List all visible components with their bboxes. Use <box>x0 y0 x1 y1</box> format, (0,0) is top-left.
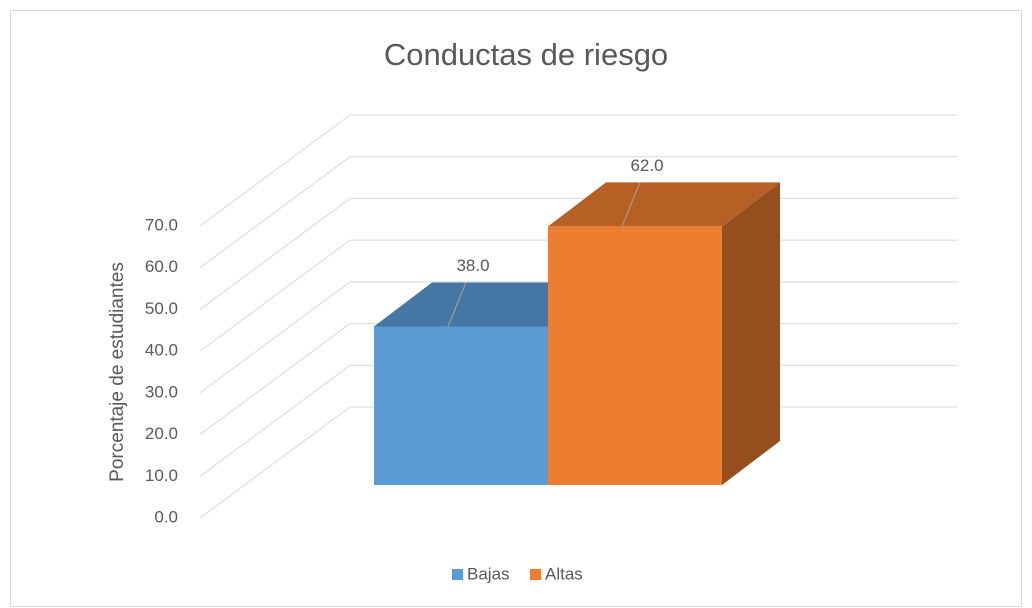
bar-side <box>722 182 780 485</box>
y-tick-label: 10.0 <box>145 466 178 485</box>
grid-line <box>199 281 351 394</box>
y-tick-label: 30.0 <box>145 382 178 401</box>
legend-label: Altas <box>545 564 583 583</box>
grid-line <box>199 364 351 477</box>
y-tick-label: 20.0 <box>145 424 178 443</box>
grid-line <box>199 239 351 352</box>
y-tick-label: 40.0 <box>145 341 178 360</box>
data-label: 38.0 <box>456 256 489 275</box>
leader-line <box>447 282 467 327</box>
bar-top <box>548 182 780 227</box>
y-tick-label: 70.0 <box>145 215 178 234</box>
grid-line <box>199 156 351 269</box>
data-label: 62.0 <box>630 156 663 175</box>
bar <box>548 226 722 485</box>
y-tick-label: 0.0 <box>154 507 178 526</box>
chart-title: Conductas de riesgo <box>384 37 668 72</box>
legend-label: Bajas <box>467 564 510 583</box>
legend-swatch <box>452 569 463 580</box>
y-tick-label: 60.0 <box>145 257 178 276</box>
y-axis-label: Porcentaje de estudiantes <box>107 262 128 482</box>
grid-line <box>199 323 351 435</box>
legend-swatch <box>530 569 541 580</box>
grid-line <box>199 114 351 227</box>
bar <box>374 326 548 485</box>
leader-line <box>621 182 641 227</box>
grid-line <box>199 406 351 519</box>
y-tick-label: 50.0 <box>145 299 178 318</box>
grid-line <box>199 198 351 310</box>
